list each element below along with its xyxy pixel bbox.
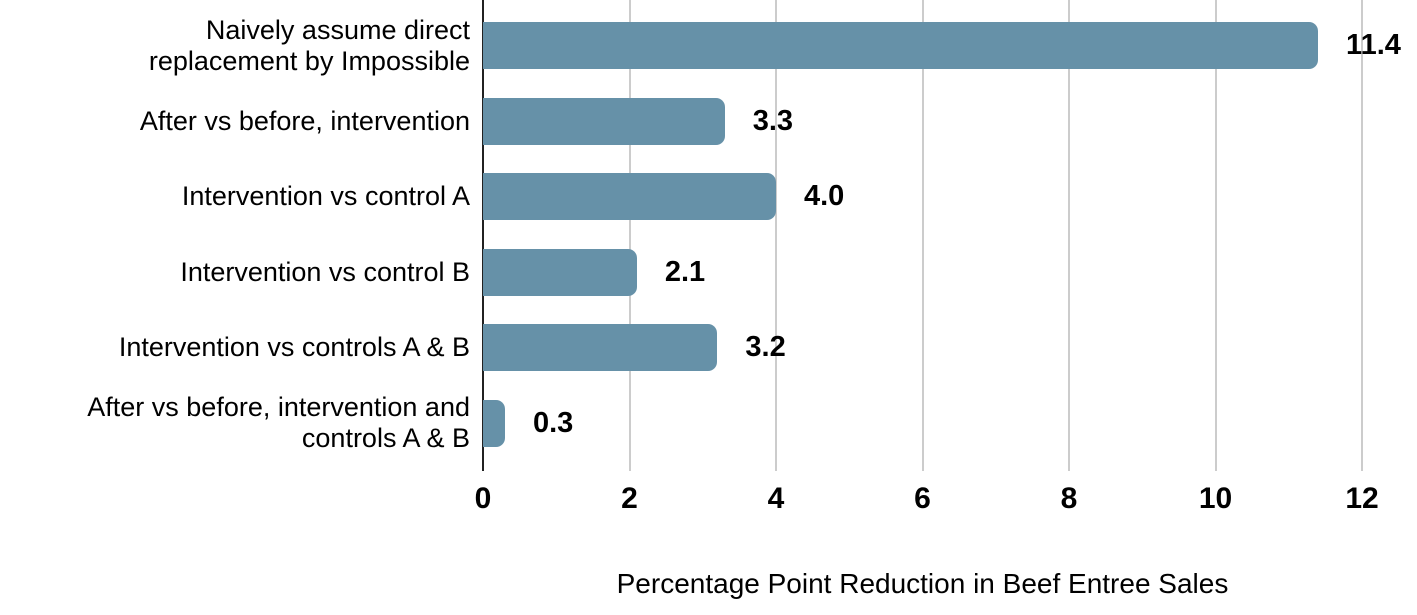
value-label: 2.1 — [664, 255, 706, 288]
y-axis-line — [482, 0, 484, 471]
gridline-x-12 — [1361, 0, 1363, 471]
category-label: After vs before, intervention and contro… — [87, 392, 470, 453]
value-label: 4.0 — [804, 180, 845, 212]
bar-track: 0.3 — [483, 399, 1417, 447]
bar-row: Intervention vs control B 2.1 — [0, 248, 1417, 296]
x-tick-label: 0 — [474, 482, 492, 515]
bar — [483, 324, 718, 371]
bar — [483, 97, 725, 145]
gridline-x-10 — [1214, 0, 1217, 471]
bar-row: Intervention vs control A 4.0 — [0, 173, 1417, 220]
bar — [483, 173, 776, 220]
bar — [483, 22, 1319, 69]
gridline-x-6 — [921, 0, 924, 471]
gridline-x-8 — [1068, 0, 1070, 471]
x-axis-title: Percentage Point Reduction in Beef Entre… — [616, 568, 1229, 599]
x-tick-label: 2 — [621, 482, 638, 515]
bar-track: 2.1 — [483, 248, 1417, 296]
category-label: Intervention vs control B — [180, 256, 470, 287]
bar-row: Intervention vs controls A & B 3.2 — [0, 324, 1417, 371]
category-label: Intervention vs control A — [181, 181, 470, 211]
value-label: 0.3 — [532, 406, 574, 439]
bar-track: 3.3 — [483, 97, 1417, 145]
bar-row: After vs before, intervention 3.3 — [0, 97, 1417, 145]
value-label: 11.4 — [1346, 29, 1401, 61]
x-tick-label: 12 — [1345, 482, 1379, 515]
bar — [483, 399, 505, 447]
bar-row: Naively assume direct replacement by Imp… — [0, 15, 1417, 76]
bar — [483, 248, 637, 296]
bar-track: 4.0 — [483, 173, 1417, 220]
category-label: Naively assume direct replacement by Imp… — [148, 14, 470, 76]
x-tick-label: 4 — [767, 482, 785, 515]
gridline-x-4 — [775, 0, 777, 471]
x-tick-label: 8 — [1060, 482, 1078, 515]
bar-track: 11.4 — [483, 22, 1417, 69]
category-label: Intervention vs controls A & B — [118, 332, 470, 362]
bar-track: 3.2 — [483, 324, 1417, 371]
value-label: 3.2 — [745, 331, 786, 363]
bar-row: After vs before, intervention and contro… — [0, 392, 1417, 453]
category-label: After vs before, intervention — [139, 105, 470, 136]
bar-rows: Naively assume direct replacement by Imp… — [0, 15, 1417, 454]
value-label: 3.3 — [752, 104, 794, 137]
gridline-x-2 — [628, 0, 631, 471]
x-tick-label: 6 — [914, 482, 931, 515]
x-tick-label: 10 — [1198, 482, 1233, 515]
